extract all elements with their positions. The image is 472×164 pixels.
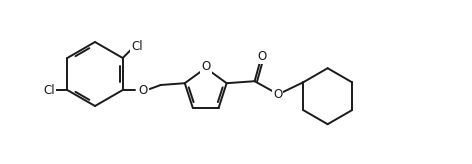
Text: Cl: Cl [131, 40, 143, 52]
Text: Cl: Cl [43, 83, 55, 96]
Text: O: O [138, 83, 147, 96]
Text: O: O [257, 50, 266, 63]
Text: O: O [201, 61, 211, 73]
Text: O: O [273, 88, 282, 101]
